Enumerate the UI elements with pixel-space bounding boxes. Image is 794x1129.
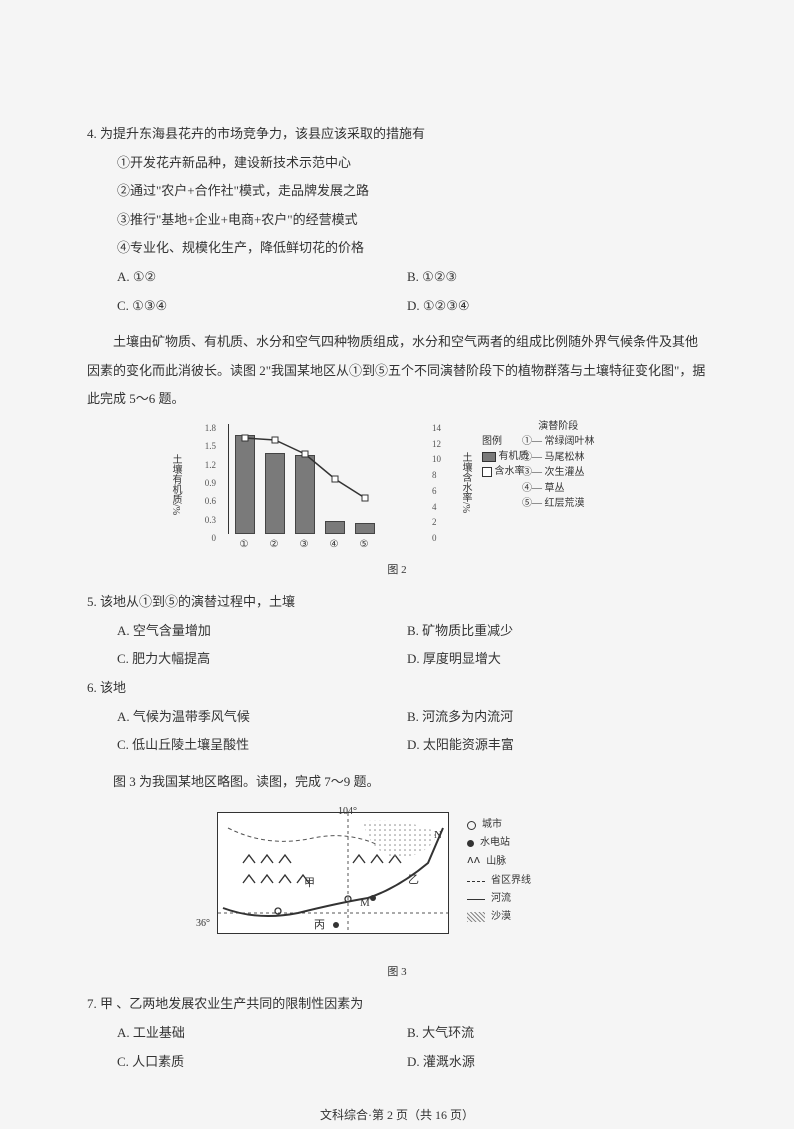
xcat: ① (234, 534, 254, 556)
figure-3-caption: 图 3 (87, 960, 707, 984)
dam-icon (467, 840, 474, 847)
figure-2-caption: 图 2 (87, 558, 707, 582)
boundary-icon (467, 881, 485, 882)
stage-item: ⑤— 红层荒漠 (522, 496, 595, 512)
q4-item3: ③推行"基地+企业+电商+农户"的经营模式 (117, 206, 707, 235)
q5-opt-b: B. 矿物质比重减少 (407, 617, 697, 646)
q7-opt-c: C. 人口素质 (117, 1048, 407, 1077)
q6-opt-a: A. 气候为温带季风气候 (117, 703, 407, 732)
ltick: 0 (212, 529, 217, 549)
q4-item2: ②通过"农户+合作社"模式，走品牌发展之路 (117, 177, 707, 206)
stage-item: ②— 马尾松林 (522, 450, 595, 466)
left-ticks: 1.8 1.5 1.2 0.9 0.6 0.3 0 (192, 424, 218, 534)
lg-river: 河流 (491, 890, 511, 908)
q6-opt-b: B. 河流多为内流河 (407, 703, 697, 732)
right-ticks: 14 12 10 8 6 4 2 0 (432, 424, 458, 534)
city-icon (467, 821, 476, 830)
stage-item: ③— 次生灌丛 (522, 465, 595, 481)
q4-opt-a: A. ①② (117, 263, 407, 292)
label-m: M (360, 891, 370, 915)
q4-opt-d: D. ①②③④ (407, 292, 697, 321)
desert-icon (467, 912, 485, 922)
q4-stem: 4. 为提升东海县花卉的市场竞争力，该县应该采取的措施有 (87, 120, 707, 149)
q5-stem: 5. 该地从①到⑤的演替过程中，土壤 (87, 588, 707, 617)
q7-stem: 7. 甲 、乙两地发展农业生产共同的限制性因素为 (87, 990, 707, 1019)
q6-opt-c: C. 低山丘陵土壤呈酸性 (117, 731, 407, 760)
q5-opt-c: C. 肥力大幅提高 (117, 645, 407, 674)
river-icon (467, 899, 485, 900)
q7-opt-a: A. 工业基础 (117, 1019, 407, 1048)
lg-mountain: 山脉 (486, 853, 506, 871)
x-categories: ① ② ③ ④ ⑤ (228, 534, 434, 556)
xcat: ④ (324, 534, 344, 556)
q5-opt-a: A. 空气含量增加 (117, 617, 407, 646)
figure-3-map: 104° 36° 甲 乙 丙 M N (207, 806, 587, 956)
stage-item: ①— 常绿阔叶林 (522, 434, 595, 450)
label-n: N (434, 823, 442, 847)
xcat: ② (264, 534, 284, 556)
legend-line-icon (482, 467, 492, 477)
legend-line-label: 含水率 (495, 466, 525, 477)
stage-item: ④— 草丛 (522, 481, 595, 497)
q6-opt-d: D. 太阳能资源丰富 (407, 731, 697, 760)
figure-2-chart: 土壤有机质/% 土壤含水率/% 1.8 1.5 1.2 0.9 0.6 0.3 … (192, 424, 602, 554)
label-yi: 乙 (408, 868, 419, 892)
q7-opt-d: D. 灌溉水源 (407, 1048, 697, 1077)
exam-page: 4. 为提升东海县花卉的市场竞争力，该县应该采取的措施有 ①开发花卉新品种，建设… (87, 0, 707, 1129)
q5-opt-d: D. 厚度明显增大 (407, 645, 697, 674)
lg-boundary: 省区界线 (491, 872, 531, 890)
passage-soil: 土壤由矿物质、有机质、水分和空气四种物质组成，水分和空气两者的组成比例随外界气候… (87, 328, 707, 414)
stage-legend: 演替阶段 ①— 常绿阔叶林 ②— 马尾松林 ③— 次生灌丛 ④— 草丛 ⑤— 红… (522, 419, 595, 512)
q4-item4: ④专业化、规模化生产，降低鲜切花的价格 (117, 234, 707, 263)
q4-item1: ①开发花卉新品种，建设新技术示范中心 (117, 149, 707, 178)
label-bing: 丙 (314, 913, 325, 937)
legend-bar-icon (482, 452, 496, 462)
lg-city: 城市 (482, 816, 502, 834)
lg-desert: 沙漠 (491, 908, 511, 926)
xcat: ③ (294, 534, 314, 556)
ltick: 0.9 (205, 474, 216, 494)
left-axis-label: 土壤有机质/% (164, 454, 186, 515)
lat-label: 36° (196, 913, 210, 935)
q6-stem: 6. 该地 (87, 674, 707, 703)
map-frame: 104° 36° 甲 乙 丙 M N (217, 812, 449, 934)
stage-title: 演替阶段 (522, 419, 595, 435)
xcat: ⑤ (354, 534, 374, 556)
plot-area (228, 424, 429, 534)
map-legend: 城市 水电站 ᴧᴧ 山脉 省区界线 河流 沙漠 (467, 816, 531, 926)
ltick: 1.8 (205, 419, 216, 439)
q7-opt-b: B. 大气环流 (407, 1019, 697, 1048)
ltick: 1.2 (205, 456, 216, 476)
ltick: 0.6 (205, 492, 216, 512)
passage-map: 图 3 为我国某地区略图。读图，完成 7～9 题。 (87, 768, 707, 797)
mountain-icon: ᴧᴧ (467, 852, 480, 872)
lg-dam: 水电站 (480, 834, 510, 852)
line-water (229, 424, 429, 534)
page-footer: 文科综合·第 2 页（共 16 页） (87, 1102, 707, 1128)
q4-opt-b: B. ①②③ (407, 263, 697, 292)
q4-opt-c: C. ①③④ (117, 292, 407, 321)
ltick: 0.3 (205, 511, 216, 531)
ltick: 1.5 (205, 437, 216, 457)
label-jia: 甲 (304, 871, 315, 895)
